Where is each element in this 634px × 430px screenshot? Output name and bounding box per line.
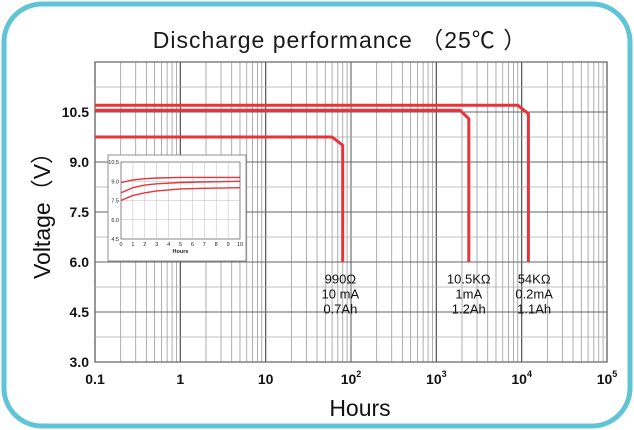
inset-x-tick-label: 10 bbox=[237, 242, 243, 248]
inset-chart: 0 1 2 3 4 5 6 7 8 9 10 4.5 6.0 7.5 9.0 10.5 Hours bbox=[107, 154, 247, 262]
x-tick-label: 105 bbox=[597, 369, 618, 387]
x-tick-label: 104 bbox=[511, 369, 532, 387]
y-tick-label: 6.0 bbox=[70, 254, 90, 270]
inset-y-tick-label: 9.0 bbox=[111, 179, 119, 185]
x-tick-exponent: 4 bbox=[527, 369, 532, 379]
annotation-label-2: 1mA bbox=[455, 287, 482, 302]
inset-x-tick-label: 0 bbox=[119, 242, 122, 248]
inset-x-tick-label: 2 bbox=[143, 242, 146, 248]
annotation-label-3: 54KΩ bbox=[518, 272, 551, 287]
inset-y-tick-label: 10.5 bbox=[108, 160, 119, 166]
x-tick-label: 0.1 bbox=[85, 371, 105, 387]
x-axis-title: Hours bbox=[329, 395, 390, 421]
x-tick-label: 10 bbox=[258, 371, 274, 387]
inset-series-line-3 bbox=[120, 187, 241, 202]
x-tick-label: 103 bbox=[426, 369, 447, 387]
inset-y-tick-label: 4.5 bbox=[111, 237, 119, 243]
inset-y-tick-label: 7.5 bbox=[111, 199, 119, 205]
x-tick-exponent: 5 bbox=[612, 369, 617, 379]
y-tick-labels: 3.0 4.5 6.0 7.5 9.0 10.5 bbox=[62, 104, 89, 370]
y-tick-label: 4.5 bbox=[70, 304, 90, 320]
y-tick-label: 3.0 bbox=[70, 354, 90, 370]
x-tick-labels: 0.1 1 10 102 103 104 105 bbox=[85, 369, 617, 387]
inset-x-tick-label: 4 bbox=[167, 242, 170, 248]
inset-x-tick-label: 8 bbox=[215, 242, 218, 248]
annotation-label-2: 1.2Ah bbox=[452, 302, 486, 317]
x-tick-label: 102 bbox=[341, 369, 362, 387]
series-line-1 bbox=[95, 135, 345, 262]
x-tick-exponent: 2 bbox=[356, 369, 361, 379]
chart-title: Discharge performance （25℃ ） bbox=[153, 27, 527, 53]
inset-series-line-2 bbox=[120, 180, 241, 194]
inset-x-tick-label: 3 bbox=[155, 242, 158, 248]
annotation-label-1: 10 mA bbox=[322, 287, 360, 302]
annotation-label-1: 990Ω bbox=[325, 272, 357, 287]
annotation-label-3: 0.2mA bbox=[515, 287, 553, 302]
y-tick-label: 10.5 bbox=[62, 104, 89, 120]
annotation-label-3: 1.1Ah bbox=[517, 302, 551, 317]
inset-series-line-1 bbox=[120, 176, 240, 184]
series-line-3 bbox=[95, 103, 530, 262]
y-axis-title: Voltage（V） bbox=[29, 141, 55, 279]
annotation-label-2: 10.5KΩ bbox=[447, 272, 491, 287]
x-tick-exponent: 3 bbox=[442, 369, 447, 379]
inset-x-tick-label: 5 bbox=[179, 242, 182, 248]
y-tick-label: 9.0 bbox=[70, 154, 90, 170]
y-tick-label: 7.5 bbox=[70, 204, 90, 220]
inset-x-tick-label: 1 bbox=[131, 242, 134, 248]
series-layer bbox=[95, 103, 530, 262]
series-line-2 bbox=[95, 108, 471, 262]
inset-y-tick-label: 6.0 bbox=[111, 218, 119, 224]
inset-x-axis-title: Hours bbox=[173, 249, 189, 255]
inset-x-tick-label: 9 bbox=[227, 242, 230, 248]
x-tick-label: 1 bbox=[176, 371, 184, 387]
inset-x-tick-label: 7 bbox=[203, 242, 206, 248]
annotation-label-1: 0.7Ah bbox=[323, 302, 357, 317]
inset-x-tick-label: 6 bbox=[191, 242, 194, 248]
